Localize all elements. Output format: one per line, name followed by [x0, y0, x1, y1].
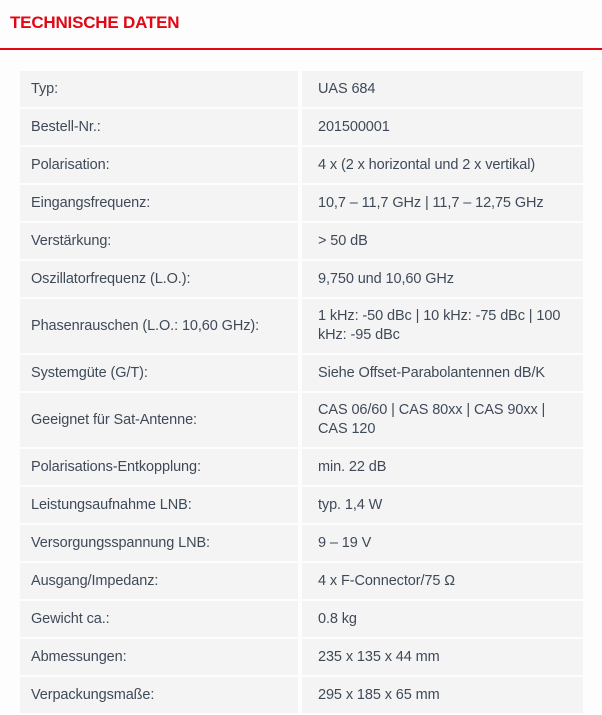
spec-value: 9,750 und 10,60 GHz [302, 261, 583, 297]
spec-value: UAS 684 [302, 71, 583, 107]
spec-value: > 50 dB [302, 223, 583, 259]
spec-value: 9 – 19 V [302, 525, 583, 561]
table-row: Eingangsfrequenz: 10,7 – 11,7 GHz | 11,7… [20, 185, 583, 221]
page-header: TECHNISCHE DATEN [0, 0, 602, 33]
table-row: Polarisation: 4 x (2 x horizontal und 2 … [20, 147, 583, 183]
spec-label: Polarisations-Entkopplung: [20, 449, 298, 485]
spec-label: Eingangsfrequenz: [20, 185, 298, 221]
table-row: Verstärkung: > 50 dB [20, 223, 583, 259]
spec-label: Ausgang/Impedanz: [20, 563, 298, 599]
spec-value: min. 22 dB [302, 449, 583, 485]
table-row: Bestell-Nr.: 201500001 [20, 109, 583, 145]
spec-value: 201500001 [302, 109, 583, 145]
spec-table: Typ: UAS 684 Bestell-Nr.: 201500001 Pola… [20, 71, 583, 713]
spec-label: Systemgüte (G/T): [20, 355, 298, 391]
spec-label: Typ: [20, 71, 298, 107]
spec-value: 10,7 – 11,7 GHz | 11,7 – 12,75 GHz [302, 185, 583, 221]
spec-value: typ. 1,4 W [302, 487, 583, 523]
table-row: Phasenrauschen (L.O.: 10,60 GHz): 1 kHz:… [20, 299, 583, 353]
spec-label: Bestell-Nr.: [20, 109, 298, 145]
spec-label: Versorgungsspannung LNB: [20, 525, 298, 561]
table-row: Typ: UAS 684 [20, 71, 583, 107]
table-row: Ausgang/Impedanz: 4 x F-Connector/75 Ω [20, 563, 583, 599]
spec-label: Oszillatorfrequenz (L.O.): [20, 261, 298, 297]
header-divider [0, 48, 602, 50]
spec-value: 1 kHz: -50 dBc | 10 kHz: -75 dBc | 100 k… [302, 299, 583, 353]
table-row: Versorgungsspannung LNB: 9 – 19 V [20, 525, 583, 561]
table-row: Geeignet für Sat-Antenne: CAS 06/60 | CA… [20, 393, 583, 447]
table-row: Oszillatorfrequenz (L.O.): 9,750 und 10,… [20, 261, 583, 297]
table-row: Abmessungen: 235 x 135 x 44 mm [20, 639, 583, 675]
spec-label: Verpackungsmaße: [20, 677, 298, 713]
table-row: Gewicht ca.: 0.8 kg [20, 601, 583, 637]
spec-label: Phasenrauschen (L.O.: 10,60 GHz): [20, 299, 298, 353]
spec-value: 4 x (2 x horizontal und 2 x vertikal) [302, 147, 583, 183]
page-title: TECHNISCHE DATEN [10, 13, 180, 32]
spec-label: Geeignet für Sat-Antenne: [20, 393, 298, 447]
spec-label: Verstärkung: [20, 223, 298, 259]
spec-value: 4 x F-Connector/75 Ω [302, 563, 583, 599]
table-row: Systemgüte (G/T): Siehe Offset-Parabolan… [20, 355, 583, 391]
spec-value: CAS 06/60 | CAS 80xx | CAS 90xx | CAS 12… [302, 393, 583, 447]
table-row: Polarisations-Entkopplung: min. 22 dB [20, 449, 583, 485]
spec-value: Siehe Offset-Parabolantennen dB/K [302, 355, 583, 391]
table-row: Verpackungsmaße: 295 x 185 x 65 mm [20, 677, 583, 713]
spec-value: 0.8 kg [302, 601, 583, 637]
spec-value: 235 x 135 x 44 mm [302, 639, 583, 675]
spec-label: Abmessungen: [20, 639, 298, 675]
spec-label: Gewicht ca.: [20, 601, 298, 637]
table-row: Leistungsaufnahme LNB: typ. 1,4 W [20, 487, 583, 523]
spec-label: Polarisation: [20, 147, 298, 183]
spec-label: Leistungsaufnahme LNB: [20, 487, 298, 523]
spec-value: 295 x 185 x 65 mm [302, 677, 583, 713]
